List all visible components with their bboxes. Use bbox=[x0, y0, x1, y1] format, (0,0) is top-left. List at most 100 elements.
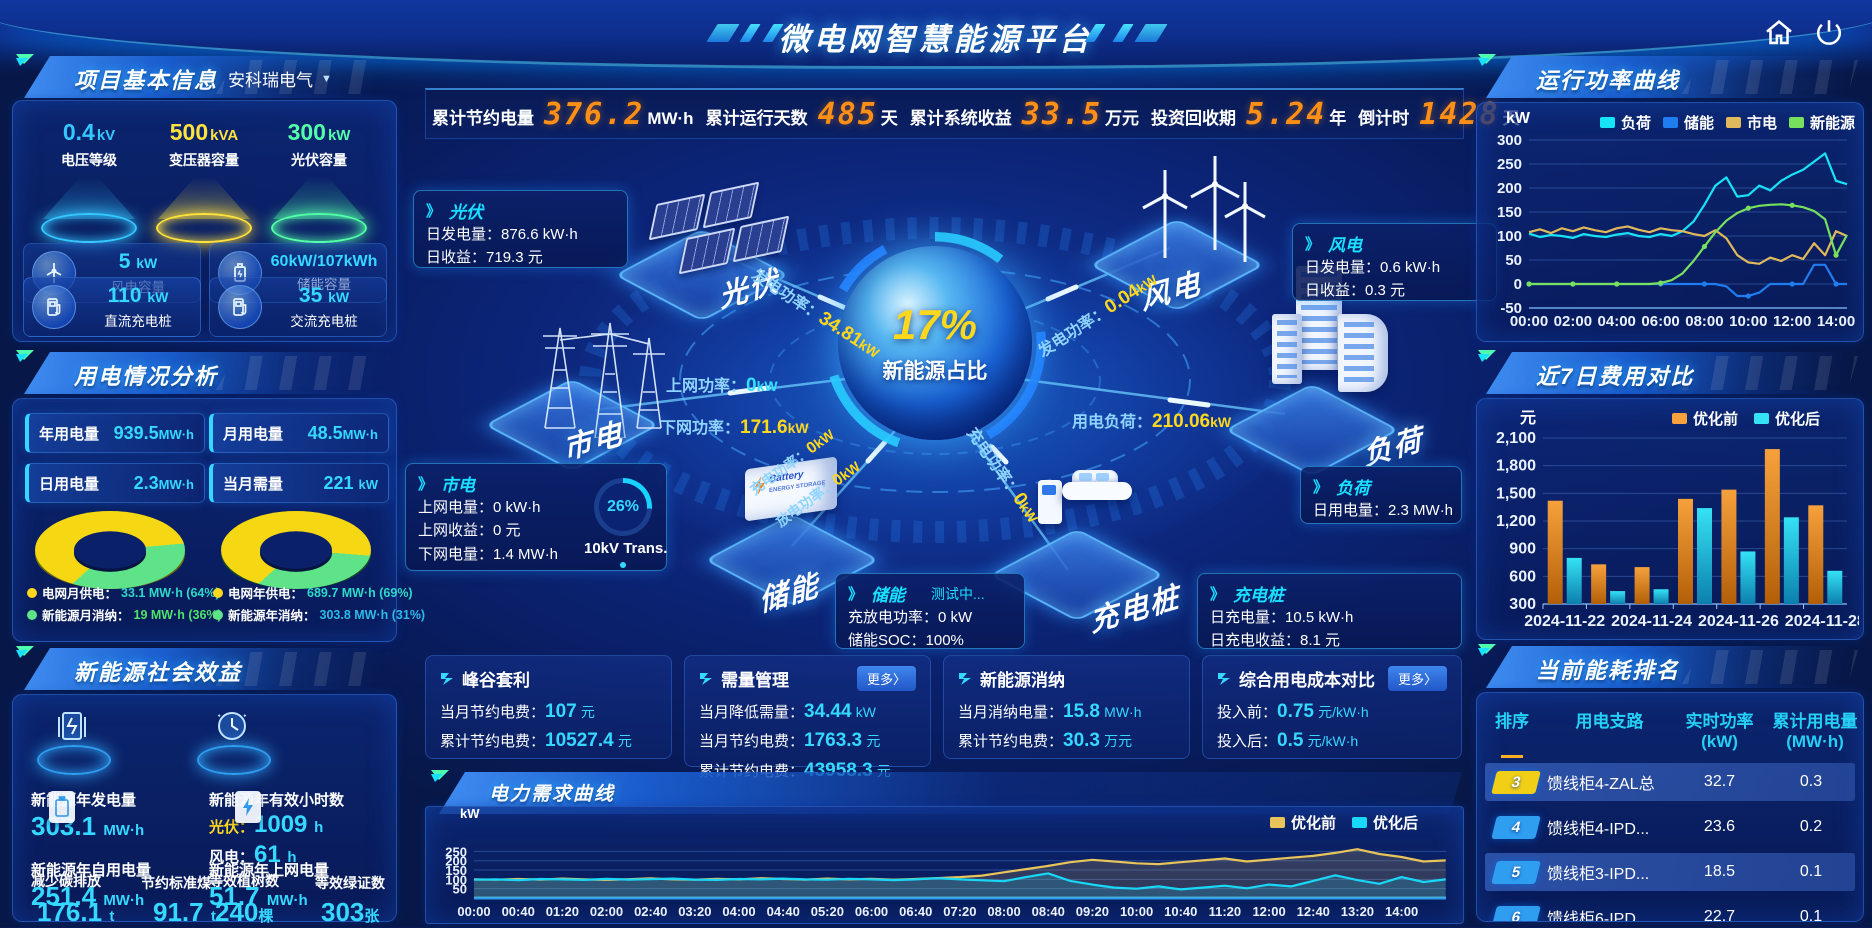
svg-text:00:00: 00:00 bbox=[457, 904, 490, 919]
branch-name: 馈线柜6-IPD bbox=[1547, 911, 1636, 922]
svg-text:06:00: 06:00 bbox=[855, 904, 888, 919]
storage-status-badge: 测试中... bbox=[931, 585, 985, 602]
svg-text:2024-11-28: 2024-11-28 bbox=[1785, 613, 1859, 630]
svg-text:01:20: 01:20 bbox=[546, 904, 579, 919]
svg-text:300: 300 bbox=[1509, 596, 1536, 613]
legend-item[interactable]: 市电 bbox=[1726, 112, 1777, 133]
more-button[interactable]: 更多〉 bbox=[856, 666, 916, 691]
svg-text:00:40: 00:40 bbox=[502, 904, 535, 919]
panel-demand-body bbox=[425, 806, 1464, 924]
storage-info-box: 》储能 测试中... 充放电功率：0 kW 储能SOC：100% bbox=[835, 573, 1025, 649]
panel-cost-header: 近7日费用对比 bbox=[1472, 350, 1864, 396]
legend-item[interactable]: 储能 bbox=[1663, 112, 1714, 133]
svg-text:06:00: 06:00 bbox=[1641, 313, 1679, 330]
svg-text:100: 100 bbox=[1497, 228, 1522, 245]
svg-text:100: 100 bbox=[445, 872, 467, 887]
rank-badge: 5 bbox=[1491, 860, 1541, 884]
svg-text:04:40: 04:40 bbox=[767, 904, 800, 919]
total-energy: 0.1 bbox=[1799, 863, 1823, 880]
chart-cost-svg: 300 600 900 1,200 1,500 1,800 2,100 2024-11-22 2… bbox=[1496, 430, 1866, 630]
caret-icon: 》 bbox=[848, 586, 864, 603]
spotlight-ring bbox=[271, 213, 367, 243]
flow-grid-up: 上网功率：0kW bbox=[666, 375, 778, 396]
legend-renewable-year[interactable]: 新能源年消纳： 303.8 MW·h (31%) bbox=[213, 605, 425, 624]
load-info-box: 》负荷 日用电量：2.3 MW·h bbox=[1300, 466, 1462, 524]
svg-text:09:20: 09:20 bbox=[1076, 904, 1109, 919]
svg-text:08:00: 08:00 bbox=[1685, 313, 1723, 330]
svg-text:250: 250 bbox=[445, 844, 467, 859]
gen-label: 新能源年发电量 bbox=[31, 792, 137, 809]
legend-item[interactable]: 优化后 bbox=[1352, 812, 1418, 833]
panel-header-bg bbox=[1486, 56, 1864, 98]
realtime-power: 18.5 bbox=[1703, 863, 1736, 880]
svg-text:2024-11-24: 2024-11-24 bbox=[1611, 613, 1692, 630]
corner-icon bbox=[431, 770, 449, 782]
ranking-row[interactable]: 5 馈线柜3-IPD... 18.5 0.1 bbox=[1485, 853, 1855, 891]
caret-icon: 》 bbox=[1313, 479, 1329, 496]
wind-hours: 风电：61 h bbox=[209, 841, 297, 868]
legend-item[interactable]: 新能源 bbox=[1789, 112, 1855, 133]
card-icon bbox=[1218, 672, 1230, 685]
card-icon bbox=[959, 672, 971, 685]
svg-text:2024-11-26: 2024-11-26 bbox=[1698, 613, 1779, 630]
panel-header-stripes bbox=[216, 60, 389, 94]
svg-text:1,800: 1,800 bbox=[1496, 458, 1536, 475]
panel-title: 用电情况分析 bbox=[74, 364, 219, 389]
legend-item[interactable]: 负荷 bbox=[1600, 112, 1651, 133]
more-button[interactable]: 更多〉 bbox=[1387, 666, 1447, 691]
panel-header-bg bbox=[24, 352, 395, 394]
coal-value: 91.7 t bbox=[153, 897, 216, 927]
panel-title: 当前能耗排名 bbox=[1536, 658, 1681, 683]
tree-value: 240棵 bbox=[215, 897, 274, 927]
svg-text:02:00: 02:00 bbox=[1554, 313, 1592, 330]
legend-item[interactable]: 优化后 bbox=[1754, 408, 1820, 429]
legend-item[interactable]: 优化前 bbox=[1672, 408, 1738, 429]
rank-badge: 4 bbox=[1491, 815, 1541, 839]
legend-dot bbox=[27, 587, 37, 598]
kpi-payback: 投资回收期 5.24 年 bbox=[1151, 96, 1347, 132]
gen-value: 303.1 MW·h bbox=[31, 811, 145, 841]
svg-text:300: 300 bbox=[1497, 132, 1522, 149]
cost-y-unit: 元 bbox=[1520, 410, 1537, 427]
svg-text:900: 900 bbox=[1509, 541, 1536, 558]
coal-label: 节约标准煤 bbox=[141, 875, 211, 891]
power-icon[interactable] bbox=[1812, 16, 1846, 50]
svg-text:11:20: 11:20 bbox=[1209, 904, 1242, 919]
home-icon[interactable] bbox=[1762, 16, 1796, 50]
ranking-row[interactable]: 3 馈线柜4-ZAL总 32.7 0.3 bbox=[1485, 763, 1855, 801]
svg-text:05:20: 05:20 bbox=[811, 904, 844, 919]
charger-icon bbox=[32, 285, 76, 329]
svg-text:12:00: 12:00 bbox=[1773, 313, 1811, 330]
legend-item[interactable]: 优化前 bbox=[1270, 812, 1336, 833]
legend-dot bbox=[27, 609, 37, 620]
legend-grid-month[interactable]: 电网月供电： 33.1 MW·h (64%) bbox=[27, 583, 220, 602]
legend-grid-year[interactable]: 电网年供电： 689.7 MW·h (69%) bbox=[213, 583, 413, 602]
card-renewable-absorb: 新能源消纳 当月消纳电量：15.8 MW·h 累计节约电费：30.3 万元 bbox=[943, 655, 1190, 759]
battery-container-icon: Battery ENERGY STORAGE bbox=[745, 456, 837, 522]
chart-power-svg: -50 0 50 100 150 200 250 300 00:00 02:00 04:00 06:0… bbox=[1497, 132, 1855, 330]
pv-capacity-unit: kW bbox=[327, 127, 351, 144]
legend-swatch bbox=[1754, 413, 1770, 424]
legend-dot bbox=[213, 587, 223, 598]
corner-icon bbox=[1478, 350, 1496, 362]
renewable-share-sphere: 17% 新能源占比 bbox=[838, 246, 1032, 440]
svg-text:00:00: 00:00 bbox=[1510, 313, 1548, 330]
legend-renewable-month[interactable]: 新能源月消纳： 19 MW·h (36%) bbox=[27, 605, 222, 624]
pv-hours: 光伏：1009 h bbox=[209, 811, 324, 838]
ac-charger-label: 交流充电桩 bbox=[290, 314, 358, 329]
ranking-row[interactable]: 4 馈线柜4-IPD... 23.6 0.2 bbox=[1485, 808, 1855, 846]
card-cost-compare: 综合用电成本对比 更多〉 投入前：0.75 元/kW·h 投入后：0.5 元/k… bbox=[1202, 655, 1462, 759]
svg-text:200: 200 bbox=[1497, 180, 1522, 197]
ranking-row[interactable]: 6 馈线柜6-IPD 22.7 0.1 bbox=[1485, 898, 1855, 922]
voltage-value: 0.4 bbox=[62, 119, 95, 145]
card-title: 需量管理 bbox=[721, 671, 789, 690]
svg-text:2,100: 2,100 bbox=[1496, 430, 1536, 447]
gauge-value: 26% bbox=[606, 498, 640, 515]
spotlight-ring bbox=[41, 213, 137, 243]
company-select[interactable]: 安科瑞电气 ▼ bbox=[228, 66, 332, 91]
rank-badge: 3 bbox=[1491, 770, 1541, 794]
panel-title: 项目基本信息 bbox=[74, 68, 219, 93]
svg-text:04:00: 04:00 bbox=[1598, 313, 1636, 330]
co2-value: 176.1 t bbox=[37, 897, 115, 927]
card-ac-charger: 35 kW 交流充电桩 bbox=[209, 277, 387, 337]
